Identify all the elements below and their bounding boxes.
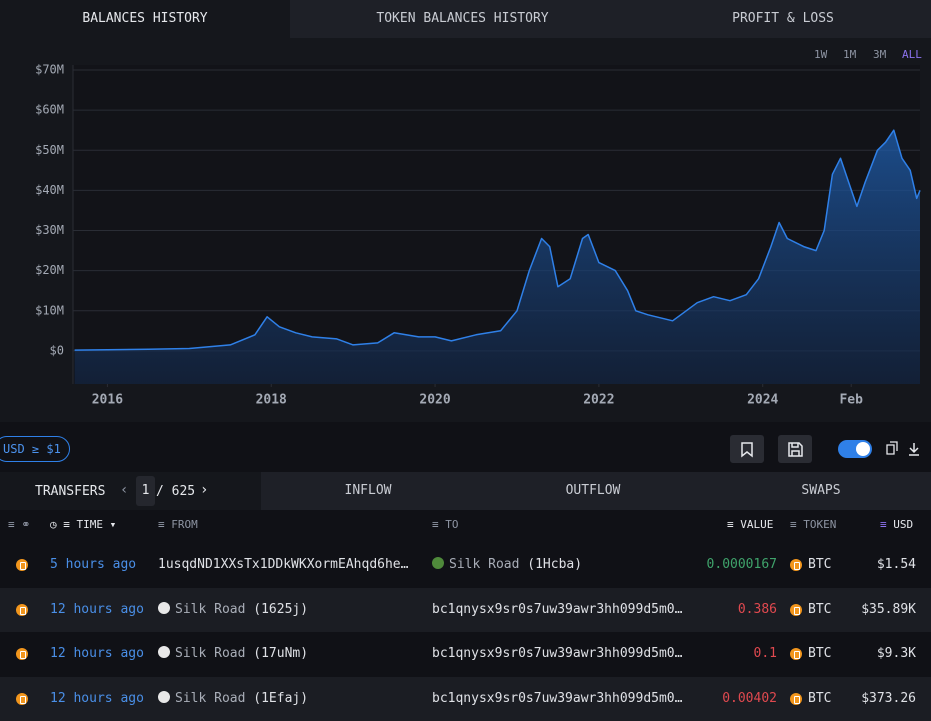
table-row[interactable]: 12 hours ago Silk Road (1625j) bc1qnysx9sr… <box>0 588 931 632</box>
entity-icon <box>158 691 170 703</box>
column-header[interactable]: ≡ FROM <box>158 518 198 531</box>
x-tick-label: 2020 <box>419 393 450 408</box>
value: 0.0000167 <box>707 543 777 587</box>
y-tick-label: $50M <box>35 143 64 157</box>
x-tick-label: 2016 <box>92 393 123 408</box>
token-icon <box>790 604 802 616</box>
x-tick-label: 2024 <box>747 393 778 408</box>
usd: $1.54 <box>877 543 916 587</box>
x-tick-label: 2018 <box>256 393 287 408</box>
transfers-tab[interactable]: TRANSFERS ‹ 1 / 625 › <box>0 472 261 510</box>
value: 0.386 <box>738 588 777 632</box>
column-header[interactable]: ≡ VALUE <box>727 518 773 531</box>
table-row[interactable]: 12 hours ago Silk Road (17uNm) bc1qnysx9sr… <box>0 632 931 676</box>
bookmark-button[interactable] <box>730 435 764 463</box>
y-tick-label: $10M <box>35 303 64 317</box>
value: 0.1 <box>754 632 777 676</box>
token: BTC <box>808 588 831 632</box>
usd: $35.89K <box>861 588 916 632</box>
toggle[interactable] <box>838 440 872 458</box>
entity-name: Silk Road <box>449 557 519 572</box>
token-icon <box>790 693 802 705</box>
token-icon <box>16 693 28 705</box>
column-header[interactable]: ≡ TOKEN <box>790 518 836 531</box>
address-text: bc1qnysx9sr0s7uw39awr3hh099d5m0… <box>432 646 682 661</box>
y-tick-label: $70M <box>35 63 64 77</box>
page-count: / 625 <box>156 484 195 499</box>
address: bc1qnysx9sr0s7uw39awr3hh099d5m0… <box>432 632 682 676</box>
token-icon <box>16 559 28 571</box>
tab[interactable]: OUTFLOW <box>475 472 711 510</box>
address: Silk Road (1625j) <box>158 588 308 632</box>
toggle-knob <box>856 442 870 456</box>
entity-icon <box>158 602 170 614</box>
y-tick-label: $60M <box>35 103 64 117</box>
entity-tag: (17uNm) <box>253 646 308 661</box>
column-header[interactable]: ≡ TO <box>432 518 459 531</box>
column-header[interactable]: ≡ USD <box>880 518 913 531</box>
filter-chip[interactable]: USD ≥ $1 <box>0 436 70 462</box>
chart: $0 $10M $20M $30M $40M $50M $60M $70M 2016 2018 20… <box>0 0 931 420</box>
tab[interactable]: INFLOW <box>261 472 475 510</box>
address: Silk Road (17uNm) <box>158 632 308 676</box>
address: bc1qnysx9sr0s7uw39awr3hh099d5m0… <box>432 588 682 632</box>
address: Silk Road (1Hcba) <box>432 543 582 587</box>
prev-page[interactable]: ‹ <box>120 482 128 498</box>
time: 5 hours ago <box>50 543 136 587</box>
filter-icon[interactable]: ≡ ⚭ <box>8 518 30 531</box>
x-tick-label: Feb <box>839 393 863 408</box>
x-tick-label: 2022 <box>583 393 614 408</box>
address-text: 1usqdND1XXsTx1DDkWKXormEAhqd6he… <box>158 557 408 572</box>
tab[interactable]: SWAPS <box>711 472 931 510</box>
entity-name: Silk Road <box>175 602 245 617</box>
column-label: VALUE <box>740 518 773 531</box>
y-tick-label: $0 <box>50 343 64 357</box>
page-number[interactable]: 1 <box>136 476 155 506</box>
entity-tag: (1Hcba) <box>527 557 582 572</box>
token: BTC <box>808 632 831 676</box>
column-label: USD <box>893 518 913 531</box>
action-icons[interactable] <box>884 441 926 457</box>
token-icon <box>16 648 28 660</box>
column-label: TIME <box>77 518 104 531</box>
y-tick-label: $40M <box>35 183 64 197</box>
entity-icon <box>158 646 170 658</box>
next-page[interactable]: › <box>200 482 208 498</box>
entity-icon <box>432 557 444 569</box>
token: BTC <box>808 543 831 587</box>
save-icon <box>778 435 812 463</box>
entity-name: Silk Road <box>175 691 245 706</box>
save-button[interactable] <box>778 435 812 463</box>
table-row[interactable]: 5 hours ago 1usqdND1XXsTx1DDkWKXormEAhqd6… <box>0 543 931 587</box>
token-icon <box>16 604 28 616</box>
column-label: TO <box>445 518 458 531</box>
column-label: FROM <box>171 518 198 531</box>
y-tick-label: $20M <box>35 263 64 277</box>
usd: $9.3K <box>877 632 916 676</box>
address-text: bc1qnysx9sr0s7uw39awr3hh099d5m0… <box>432 602 682 617</box>
entity-name: Silk Road <box>175 646 245 661</box>
token-icon <box>790 559 802 571</box>
time: 12 hours ago <box>50 588 144 632</box>
bookmark-icon <box>730 435 764 463</box>
address: 1usqdND1XXsTx1DDkWKXormEAhqd6he… <box>158 543 408 587</box>
y-tick-label: $30M <box>35 223 64 237</box>
entity-tag: (1Efaj) <box>253 691 308 706</box>
time: 12 hours ago <box>50 632 144 676</box>
tab-label: TRANSFERS <box>35 484 105 499</box>
column-header[interactable]: ◷ ≡ TIME ▾ <box>50 518 116 531</box>
column-label: TOKEN <box>803 518 836 531</box>
address-text: bc1qnysx9sr0s7uw39awr3hh099d5m0… <box>432 691 682 706</box>
entity-tag: (1625j) <box>253 602 308 617</box>
token-icon <box>790 648 802 660</box>
